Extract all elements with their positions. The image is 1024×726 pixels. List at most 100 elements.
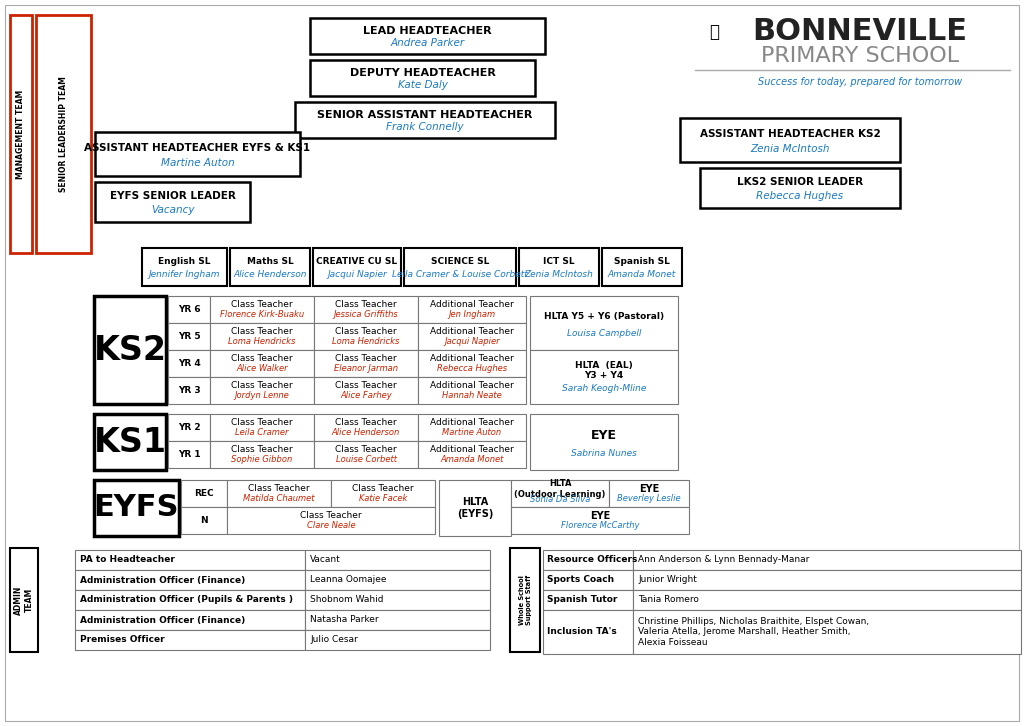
Text: Jessica Griffiths: Jessica Griffiths [334,311,398,319]
Text: Administration Officer (Pupils & Parents ): Administration Officer (Pupils & Parents… [80,595,293,605]
Text: Clare Neale: Clare Neale [306,521,355,531]
Text: Jacqui Napier: Jacqui Napier [327,270,387,279]
Bar [418,377,526,404]
Text: Alice Henderson: Alice Henderson [332,428,400,437]
Text: Class Teacher: Class Teacher [352,484,414,494]
Bar [75,570,305,590]
Text: Martine Auton: Martine Auton [161,158,234,168]
Text: Class Teacher: Class Teacher [335,446,397,454]
Bar [75,590,305,610]
Bar [519,248,599,286]
Text: Frank Connelly: Frank Connelly [386,122,464,132]
Text: Class Teacher: Class Teacher [335,354,397,364]
Bar [305,610,490,630]
Bar [181,480,227,507]
Text: Jordyn Lenne: Jordyn Lenne [234,391,290,401]
Bar [95,182,250,222]
Bar [310,18,545,54]
Text: Leila Cramer & Louise Corbett: Leila Cramer & Louise Corbett [392,270,528,279]
Bar [168,323,210,350]
Text: Sabrina Nunes: Sabrina Nunes [571,449,637,457]
Text: EYE: EYE [639,484,659,494]
Text: Sports Coach: Sports Coach [547,576,614,584]
Bar [314,441,418,468]
Bar [168,377,210,404]
Bar [295,102,555,138]
Bar [543,610,633,654]
Text: KS1: KS1 [93,425,167,459]
Bar [75,630,305,650]
Text: Rebecca Hughes: Rebecca Hughes [757,191,844,201]
Bar [210,350,314,377]
Bar [314,323,418,350]
Bar [530,414,678,470]
Text: Additional Teacher: Additional Teacher [430,301,514,309]
Text: Success for today, prepared for tomorrow: Success for today, prepared for tomorrow [758,77,963,87]
Text: Administration Officer (Finance): Administration Officer (Finance) [80,576,246,584]
Bar [313,248,401,286]
Text: BONNEVILLE: BONNEVILLE [753,17,968,46]
Text: HLTA
(EYFS): HLTA (EYFS) [457,497,494,519]
Bar [331,480,435,507]
Text: REC: REC [195,489,214,498]
Text: EYE: EYE [591,429,617,442]
Bar [511,480,609,507]
Bar [181,507,227,534]
Bar [314,377,418,404]
Text: Alice Farhey: Alice Farhey [340,391,392,401]
Text: EYE: EYE [590,511,610,521]
Bar [314,296,418,323]
Text: Resource Officers: Resource Officers [547,555,637,565]
Text: Natasha Parker: Natasha Parker [310,616,379,624]
Text: Florence Kirk-Buaku: Florence Kirk-Buaku [220,311,304,319]
Text: N: N [200,516,208,525]
Text: Vacant: Vacant [310,555,341,565]
Text: Martine Auton: Martine Auton [442,428,502,437]
Text: KS2: KS2 [93,333,167,367]
Bar [510,548,540,652]
Bar [633,610,1021,654]
Text: ICT SL: ICT SL [543,257,574,266]
Text: PA to Headteacher: PA to Headteacher [80,555,175,565]
Text: ADMIN
TEAM: ADMIN TEAM [14,585,34,615]
Text: YR 3: YR 3 [178,386,201,395]
Bar [418,323,526,350]
Bar [305,550,490,570]
Text: Whole School
Support Staff: Whole School Support Staff [518,575,531,625]
Text: EYFS: EYFS [93,494,179,523]
Bar [230,248,310,286]
Bar [305,630,490,650]
Text: EYFS SENIOR LEADER: EYFS SENIOR LEADER [110,192,236,201]
Text: Maths SL: Maths SL [247,257,293,266]
Text: Class Teacher: Class Teacher [231,418,293,428]
Text: YR 5: YR 5 [178,332,201,341]
Bar [95,132,300,176]
Text: DEPUTY HEADTEACHER: DEPUTY HEADTEACHER [349,68,496,78]
Text: Premises Officer: Premises Officer [80,635,165,645]
Bar [511,507,689,534]
Text: Class Teacher: Class Teacher [335,418,397,428]
Text: Zenia McIntosh: Zenia McIntosh [751,144,829,154]
Text: Class Teacher: Class Teacher [231,354,293,364]
Text: Additional Teacher: Additional Teacher [430,381,514,391]
Bar [94,296,166,404]
Text: Inclusion TA's: Inclusion TA's [547,627,616,637]
Text: PRIMARY SCHOOL: PRIMARY SCHOOL [761,46,959,66]
Bar [10,548,38,652]
Text: Sarah Keogh-Mline: Sarah Keogh-Mline [562,384,646,393]
Bar [609,480,689,507]
Bar [10,15,32,253]
Text: CREATIVE CU SL: CREATIVE CU SL [316,257,397,266]
Text: Alice Henderson: Alice Henderson [233,270,307,279]
Text: Loma Hendricks: Loma Hendricks [333,338,399,346]
Bar [530,296,678,350]
Bar [142,248,227,286]
Text: Florence McCarthy: Florence McCarthy [561,521,639,531]
Bar [168,350,210,377]
Text: Louisa Campbell: Louisa Campbell [567,330,641,338]
Text: MANAGEMENT TEAM: MANAGEMENT TEAM [16,89,26,179]
Text: Class Teacher: Class Teacher [300,511,361,521]
Text: Amanda Monet: Amanda Monet [440,455,504,465]
Text: Class Teacher: Class Teacher [231,446,293,454]
Text: Vacancy: Vacancy [151,205,195,215]
